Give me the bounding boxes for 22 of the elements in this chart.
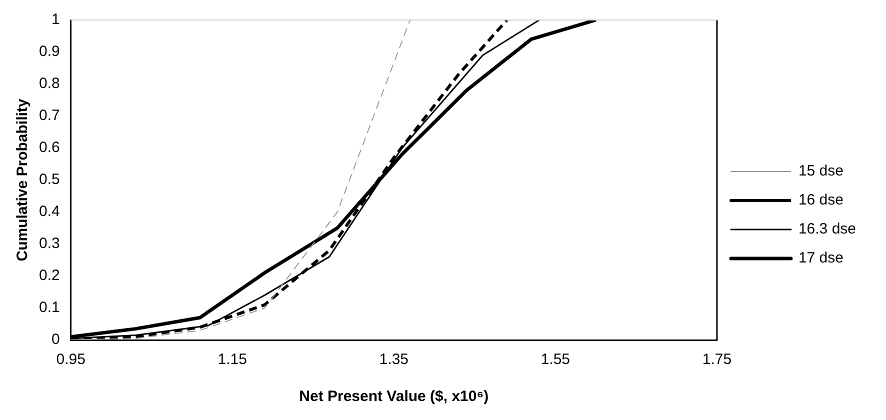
y-tick-label: 0 xyxy=(52,331,60,348)
x-axis-title: Net Present Value ($, x10⁶) xyxy=(299,388,489,406)
y-axis-title: Cumulative Probability xyxy=(14,98,32,262)
y-tick-label: 1 xyxy=(52,11,60,28)
x-tick-label: 1.35 xyxy=(379,351,409,368)
x-tick-label: 1.55 xyxy=(540,351,570,368)
y-tick-label: 0.7 xyxy=(38,107,60,124)
x-tick-label: 1.15 xyxy=(218,351,247,368)
legend-label: 15 dse xyxy=(798,162,844,180)
legend-label: 16.3 dse xyxy=(798,220,856,238)
y-tick-label: 0.1 xyxy=(38,299,60,316)
y-tick-label: 0.4 xyxy=(38,203,60,220)
y-tick-label: 0.2 xyxy=(38,267,60,284)
x-tick-label: 1.75 xyxy=(702,351,732,368)
legend-label: 17 dse xyxy=(798,250,844,267)
y-tick-label: 0.5 xyxy=(38,171,60,188)
y-tick-label: 0.6 xyxy=(38,139,60,156)
y-tick-label: 0.9 xyxy=(38,43,60,60)
legend-label: 16 dse xyxy=(798,192,844,209)
y-tick-label: 0.3 xyxy=(38,235,60,252)
x-tick-label: 0.95 xyxy=(56,351,86,368)
y-tick-label: 0.8 xyxy=(38,75,60,92)
